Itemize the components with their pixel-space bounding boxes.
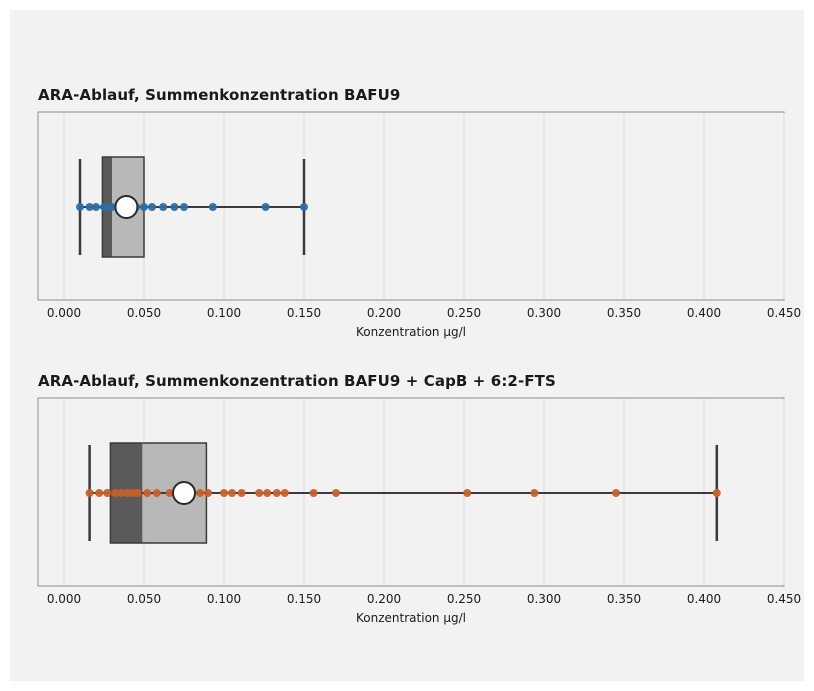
x-tick-label: 0.200 [367,592,401,606]
x-tick-label: 0.200 [367,306,401,320]
data-point [204,489,212,497]
data-point [159,203,168,211]
data-point [255,489,264,497]
data-point [148,203,156,211]
x-tick-label: 0.350 [607,306,641,320]
data-point [140,203,148,211]
data-point [76,203,84,211]
data-point [220,489,228,497]
data-point [103,489,112,497]
x-tick-label: 0.300 [527,306,561,320]
x-tick-label: 0.150 [287,592,321,606]
data-point [152,489,161,497]
x-tick-label: 0.000 [47,592,81,606]
x-tick-label: 0.300 [527,592,561,606]
chart-title-1: ARA-Ablauf, Summenkonzentration BAFU9 [38,86,401,104]
data-point [712,489,721,497]
chart-title-2: ARA-Ablauf, Summenkonzentration BAFU9 + … [38,372,556,390]
data-point [92,203,100,211]
data-point [612,489,620,497]
x-tick-label: 0.000 [47,306,81,320]
mean-marker [172,481,196,505]
data-point [300,203,308,211]
box-plot-1: 0.000 0.050 0.100 0.150 0.200 0.250 0.300 0.350… [37,111,801,339]
data-point [108,203,116,211]
x-tick-label: 0.400 [687,592,721,606]
data-point [309,489,318,497]
x-tick-label: 0.450 [767,306,801,320]
data-point [530,489,539,497]
data-point [237,489,246,497]
data-point [261,203,270,211]
mean-marker [114,195,139,219]
data-point [332,489,340,497]
x-tick-label: 0.100 [207,592,241,606]
data-point [117,489,126,497]
data-point [85,203,94,211]
data-point [170,203,179,211]
data-point [228,489,236,497]
data-point [165,489,174,497]
data-point [280,489,289,497]
x-tick-label: 0.100 [207,306,241,320]
x-axis-label: Konzentration µg/l [356,611,466,625]
x-tick-label: 0.050 [127,306,161,320]
x-tick-label: 0.150 [287,306,321,320]
x-tick-label: 0.400 [687,306,721,320]
x-tick-label: 0.250 [447,592,481,606]
data-point [272,489,281,497]
data-point [95,489,104,497]
data-point [463,489,472,497]
data-point [208,203,217,211]
x-tick-label: 0.350 [607,592,641,606]
data-point [133,489,142,497]
x-axis-label: Konzentration µg/l [356,325,466,339]
data-point [180,203,188,211]
x-tick-label: 0.050 [127,592,161,606]
x-tick-label: 0.450 [767,592,801,606]
data-point [143,489,152,497]
data-point [85,489,94,497]
data-point [111,489,120,497]
data-point [196,489,204,497]
x-tick-label: 0.250 [447,306,481,320]
data-point [263,489,272,497]
box-plot-2: 0.000 0.050 0.100 0.150 0.200 0.250 0.300 0.350… [37,397,801,625]
